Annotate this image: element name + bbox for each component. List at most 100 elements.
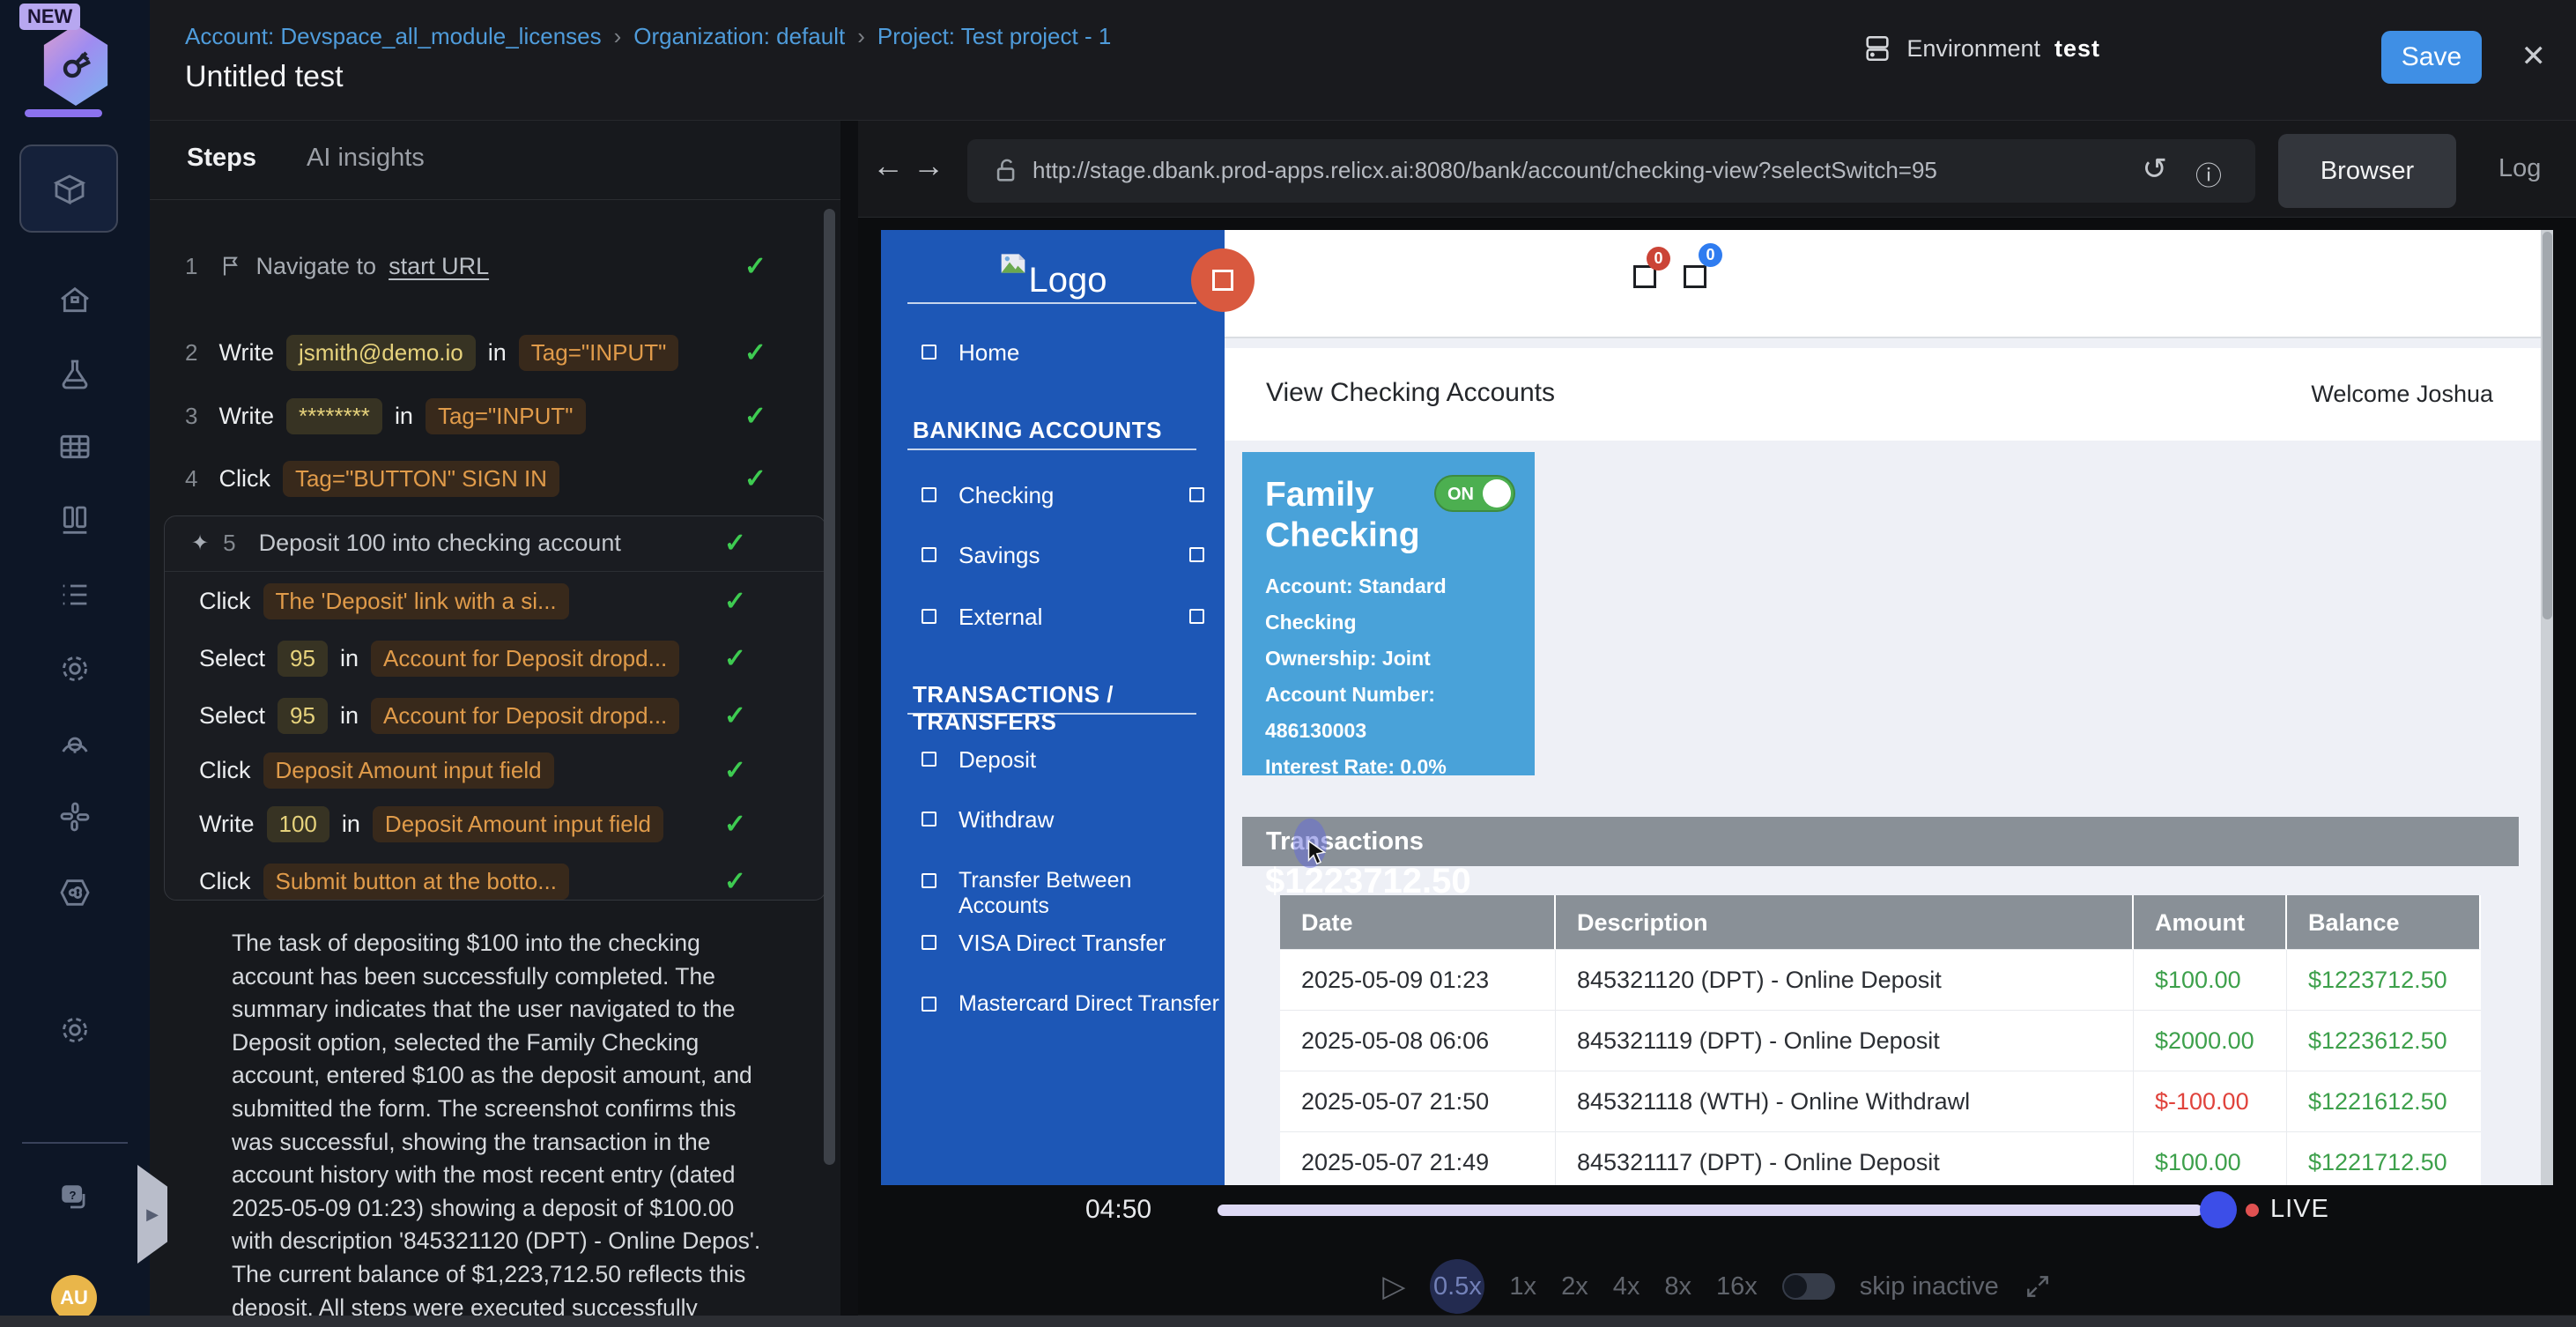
columns-icon[interactable] <box>57 503 93 538</box>
timeline-track[interactable] <box>1218 1205 2202 1216</box>
message-icon[interactable] <box>1684 265 1706 288</box>
column-header[interactable]: Amount <box>2134 895 2287 950</box>
bank-logo[interactable]: Logo <box>881 251 1225 300</box>
bank-nav-visa[interactable]: VISA Direct Transfer <box>881 926 1225 961</box>
substep-target-badge[interactable]: Account for Deposit dropd... <box>370 697 680 734</box>
substep-row[interactable]: Select 95 in Account for Deposit dropd..… <box>165 695 825 736</box>
step-row-3[interactable]: 3 Write ******** in Tag="INPUT" ✓ <box>185 395 766 437</box>
bank-nav-deposit[interactable]: Deposit <box>881 743 1225 778</box>
flask-icon[interactable] <box>57 357 93 392</box>
column-header[interactable]: Balance <box>2287 895 2481 950</box>
environment-selector[interactable]: Environment test <box>1862 33 2100 63</box>
bank-nav-home[interactable]: Home <box>881 336 1225 371</box>
substep-target-badge[interactable]: Deposit Amount input field <box>263 752 554 789</box>
step-row-4[interactable]: 4 Click Tag="BUTTON" SIGN IN ✓ <box>185 457 766 500</box>
breadcrumb-organization[interactable]: Organization: default <box>633 23 846 49</box>
bank-nav-transfer[interactable]: Transfer Between Accounts <box>881 864 1225 918</box>
substep-value-badge[interactable]: 100 <box>266 805 329 842</box>
substep-value-badge[interactable]: 95 <box>278 697 328 734</box>
column-header[interactable]: Description <box>1556 895 2134 950</box>
substep-row[interactable]: Click The 'Deposit' link with a si... ✓ <box>165 581 825 621</box>
substep-row[interactable]: Select 95 in Account for Deposit dropd..… <box>165 638 825 678</box>
timeline-knob[interactable] <box>2200 1191 2237 1228</box>
bank-nav-mastercard[interactable]: Mastercard Direct Transfer <box>881 988 1225 1023</box>
app-scrollbar[interactable] <box>2541 230 2553 1185</box>
speed-8x[interactable]: 8x <box>1664 1271 1691 1301</box>
substep-row[interactable]: Click Deposit Amount input field ✓ <box>165 750 825 790</box>
notification-icon[interactable] <box>1633 265 1656 288</box>
home-icon[interactable] <box>57 283 93 318</box>
bank-nav-withdraw[interactable]: Withdraw <box>881 803 1225 838</box>
url-text[interactable]: http://stage.dbank.prod-apps.relicx.ai:8… <box>1033 157 1937 183</box>
rail-item-tests[interactable] <box>19 145 118 233</box>
tab-steps[interactable]: Steps <box>187 144 256 172</box>
table-icon[interactable] <box>57 429 93 464</box>
group-header[interactable]: ✦ 5 Deposit 100 into checking account ✓ <box>165 523 825 562</box>
skip-inactive-toggle[interactable] <box>1781 1273 1835 1300</box>
bank-nav-savings[interactable]: Savings <box>881 538 1225 574</box>
start-url-link[interactable]: start URL <box>389 252 490 279</box>
tab-log[interactable]: Log <box>2498 154 2542 182</box>
step-group-5[interactable]: ✦ 5 Deposit 100 into checking account ✓ … <box>164 515 826 901</box>
save-button[interactable]: Save <box>2381 31 2482 84</box>
speed-1x[interactable]: 1x <box>1509 1271 1537 1301</box>
substep-target-badge[interactable]: Account for Deposit dropd... <box>370 640 680 677</box>
account-card[interactable]: Family Checking ON Account: Standard Che… <box>1242 452 1535 901</box>
gear-icon[interactable] <box>57 651 93 686</box>
account-toggle[interactable]: ON <box>1434 475 1515 512</box>
fullscreen-icon[interactable] <box>2024 1272 2052 1301</box>
sidebar-divider <box>907 713 1196 715</box>
app-logo[interactable] <box>43 25 108 106</box>
cell-date: 2025-05-08 06:06 <box>1280 1011 1556 1071</box>
cell-balance: $1221712.50 <box>2287 1132 2481 1185</box>
table-row[interactable]: 2025-05-08 06:06 845321119 (DPT) - Onlin… <box>1280 1011 2481 1071</box>
substep-target-badge[interactable]: Deposit Amount input field <box>372 805 663 842</box>
bank-nav-checking[interactable]: Checking <box>881 478 1225 514</box>
settings-gear-icon[interactable] <box>57 1012 93 1048</box>
check-icon: ✓ <box>723 586 746 616</box>
play-icon[interactable]: ▷ <box>1382 1270 1406 1303</box>
step-target-badge[interactable]: Tag="INPUT" <box>425 397 586 434</box>
substep-value-badge[interactable]: 95 <box>278 640 328 677</box>
info-icon[interactable]: ⓘ <box>2195 162 2222 191</box>
substep-row[interactable]: Write 100 in Deposit Amount input field … <box>165 804 825 844</box>
substep-row[interactable]: Click Submit button at the botto... ✓ <box>165 861 825 901</box>
speed-2x[interactable]: 2x <box>1561 1271 1588 1301</box>
tab-ai-insights[interactable]: AI insights <box>307 144 425 172</box>
slack-icon[interactable] <box>57 799 93 834</box>
step-row-2[interactable]: 2 Write jsmith@demo.io in Tag="INPUT" ✓ <box>185 331 766 374</box>
integrations-icon[interactable] <box>57 875 93 910</box>
step-row-1[interactable]: 1 Navigate to start URL ✓ <box>185 245 766 287</box>
forward-icon[interactable]: → <box>913 147 944 183</box>
checklist-icon[interactable] <box>57 577 93 612</box>
breadcrumb-account[interactable]: Account: Devspace_all_module_licenses <box>185 23 602 49</box>
step-target-badge[interactable]: Tag="INPUT" <box>518 334 679 371</box>
step-value-badge[interactable]: jsmith@demo.io <box>285 334 476 371</box>
column-header[interactable]: Date <box>1280 895 1556 950</box>
step-target-badge[interactable]: Tag="BUTTON" SIGN IN <box>282 460 559 497</box>
back-icon[interactable]: ← <box>872 147 904 183</box>
breadcrumb-project[interactable]: Project: Test project - 1 <box>877 23 1112 49</box>
monitor-search-icon[interactable] <box>57 725 93 760</box>
speed-4x[interactable]: 4x <box>1612 1271 1640 1301</box>
step-value-badge[interactable]: ******** <box>285 397 382 434</box>
user-avatar[interactable]: AU <box>51 1275 97 1321</box>
bank-nav-external[interactable]: External <box>881 600 1225 635</box>
table-row[interactable]: 2025-05-07 21:50 845321118 (WTH) - Onlin… <box>1280 1071 2481 1132</box>
transactions-header-bar[interactable]: Transactions <box>1242 817 2519 868</box>
help-chat-icon[interactable]: ? <box>57 1181 93 1216</box>
table-row[interactable]: 2025-05-07 21:49 845321117 (DPT) - Onlin… <box>1280 1132 2481 1185</box>
tab-browser[interactable]: Browser <box>2278 134 2456 208</box>
live-label[interactable]: LIVE <box>2270 1195 2329 1223</box>
speed-0-5x[interactable]: 0.5x <box>1430 1259 1485 1314</box>
speed-16x[interactable]: 16x <box>1715 1271 1758 1301</box>
url-bar[interactable]: http://stage.dbank.prod-apps.relicx.ai:8… <box>967 139 2255 203</box>
refresh-icon[interactable]: ↺ <box>2142 152 2168 186</box>
close-icon[interactable]: ✕ <box>2520 40 2547 73</box>
scrollbar-thumb[interactable] <box>2542 232 2552 619</box>
table-row[interactable]: 2025-05-09 01:23 845321120 (DPT) - Onlin… <box>1280 950 2481 1011</box>
substep-target-badge[interactable]: Submit button at the botto... <box>263 863 569 900</box>
steps-scrollbar[interactable] <box>824 209 835 1165</box>
substep-target-badge[interactable]: The 'Deposit' link with a si... <box>263 582 569 619</box>
environment-value[interactable]: test <box>2054 34 2100 62</box>
